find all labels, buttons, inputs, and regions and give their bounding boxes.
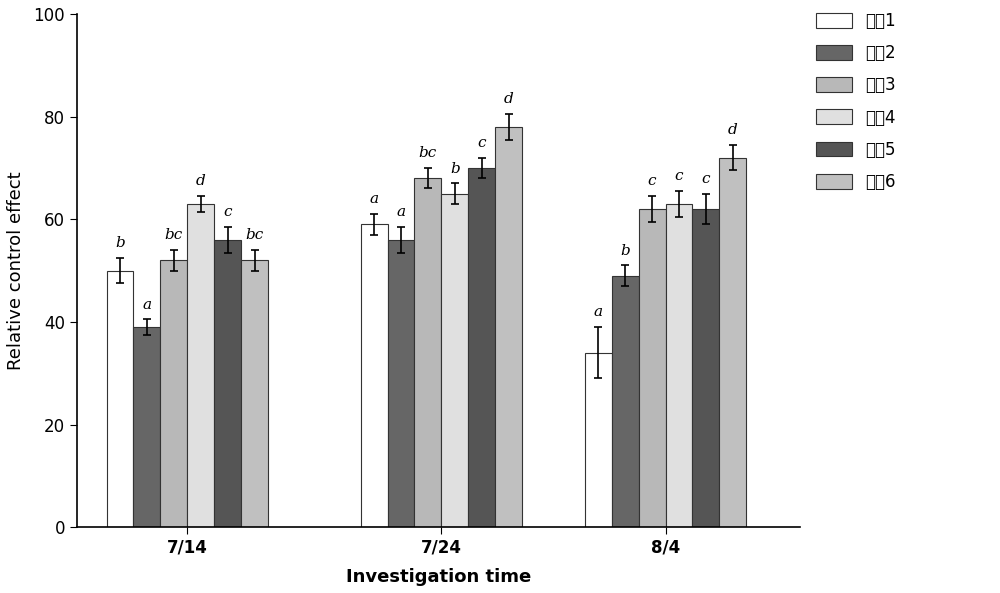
Text: c: c [648,174,656,189]
Text: a: a [142,298,152,311]
Bar [719,158,746,527]
Bar [414,178,441,527]
Text: d: d [728,123,738,137]
Bar [639,209,666,527]
Bar [388,240,414,527]
Text: c: c [675,169,683,183]
Bar [441,193,468,527]
Bar [160,260,187,527]
Bar [468,168,495,527]
Text: c: c [223,205,232,219]
Text: a: a [370,192,379,206]
X-axis label: Investigation time: Investigation time [346,568,531,586]
Text: b: b [115,236,125,250]
Y-axis label: Relative control effect: Relative control effect [7,171,25,370]
Text: c: c [477,136,486,150]
Bar [187,204,214,527]
Text: a: a [594,305,603,319]
Bar [666,204,692,527]
Bar [214,240,241,527]
Text: a: a [396,205,406,219]
Legend: 处理1, 处理2, 处理3, 处理4, 处理5, 处理6: 处理1, 处理2, 处理3, 处理4, 处理5, 处理6 [816,12,896,191]
Text: bc: bc [245,228,264,243]
Text: c: c [702,172,710,186]
Text: b: b [620,244,630,258]
Text: d: d [504,93,513,106]
Text: b: b [450,162,460,176]
Bar [612,276,639,527]
Text: bc: bc [419,146,437,160]
Bar [107,270,133,527]
Text: bc: bc [165,228,183,243]
Bar [241,260,268,527]
Bar [585,353,612,527]
Bar [495,127,522,527]
Text: d: d [196,174,206,189]
Bar [692,209,719,527]
Bar [361,224,388,527]
Bar [133,327,160,527]
